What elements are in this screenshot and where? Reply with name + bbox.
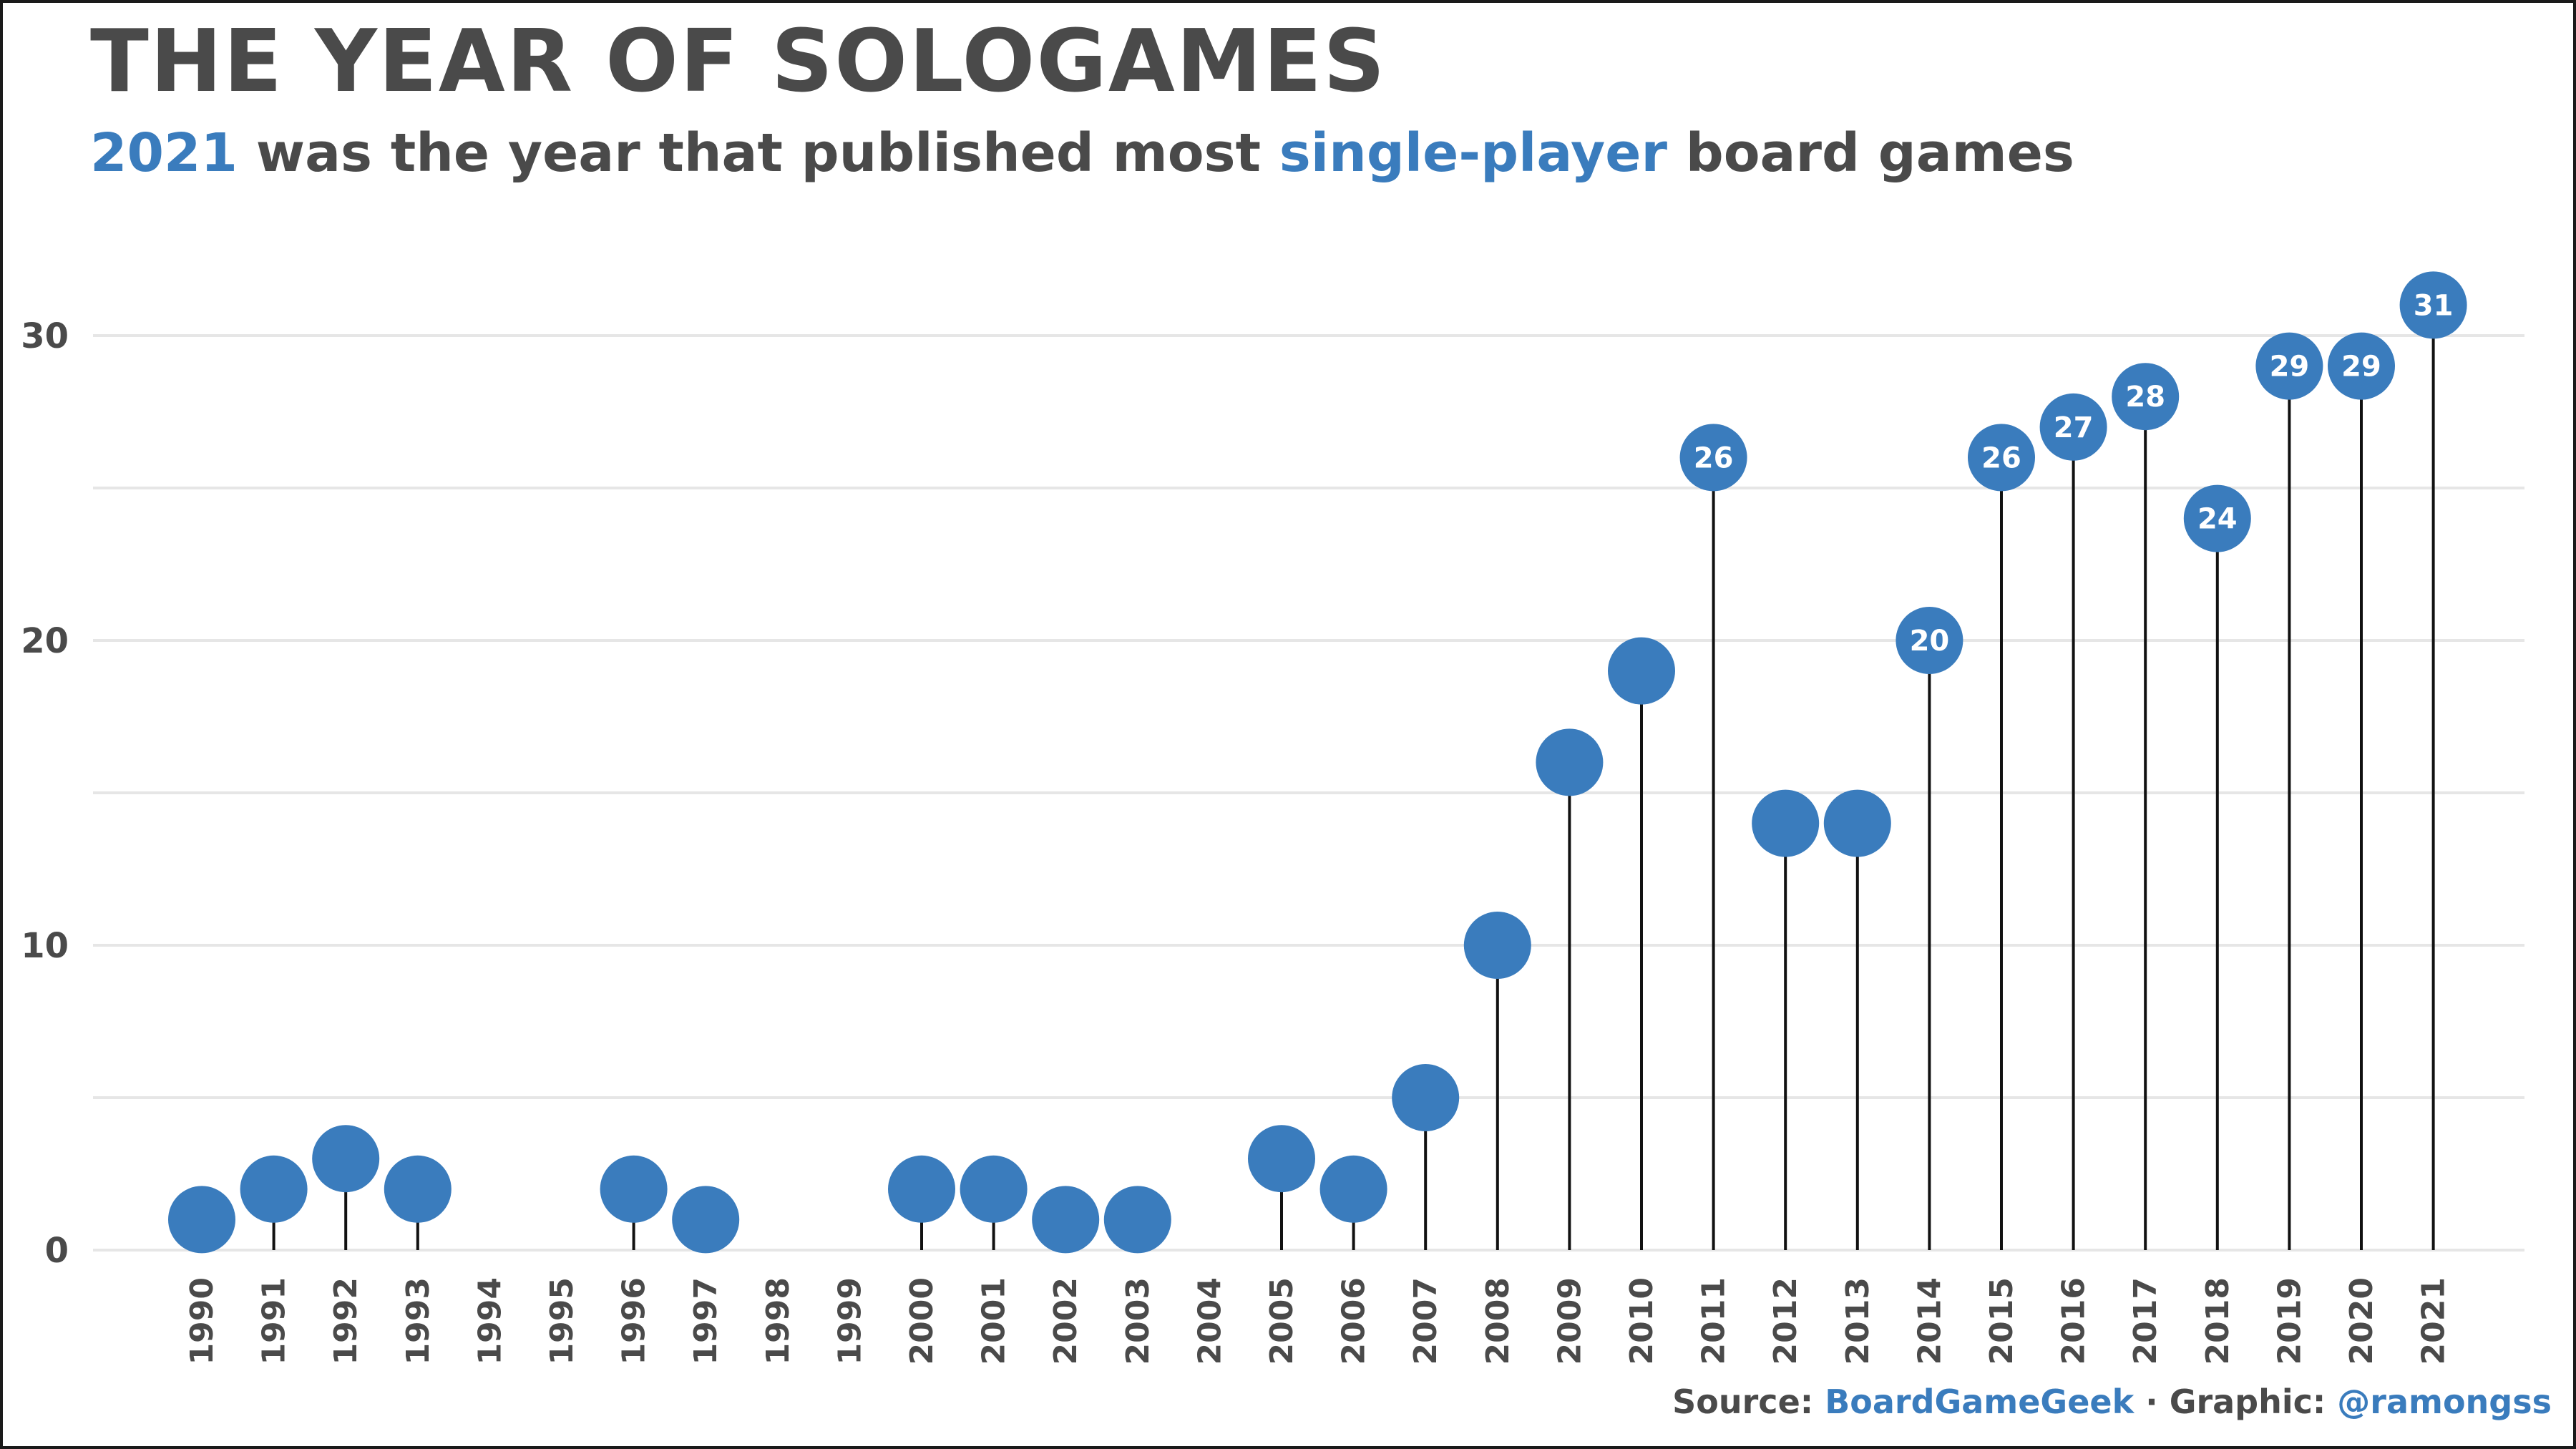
x-tick-label: 2019 xyxy=(2271,1277,2308,1365)
y-tick-labels: 0 10 20 30 xyxy=(21,316,69,1271)
source-handle: @ramongss xyxy=(2337,1382,2552,1421)
y-tick-label: 10 xyxy=(21,926,69,966)
lollipop-point xyxy=(1823,789,1891,857)
source-separator: · Graphic: xyxy=(2134,1382,2338,1421)
lollipop-point xyxy=(1032,1186,1100,1254)
lollipop-point xyxy=(1679,424,1747,492)
lollipop-point xyxy=(2399,271,2467,339)
x-tick-label: 2014 xyxy=(1911,1277,1948,1365)
x-tick-label: 2016 xyxy=(2056,1277,2092,1365)
data-label: 27 xyxy=(2054,411,2094,444)
stem-layer xyxy=(200,305,2435,1250)
point-layer: 26 20 26 27 28 24 29 29 31 xyxy=(168,271,2467,1254)
x-tick-label: 2000 xyxy=(904,1277,940,1365)
lollipop-point xyxy=(1392,1064,1460,1131)
lollipop-point xyxy=(1608,637,1675,705)
lollipop-point xyxy=(384,1155,452,1223)
data-label: 26 xyxy=(1694,441,1734,474)
x-tick-label: 1991 xyxy=(256,1277,293,1365)
x-tick-label: 2015 xyxy=(1984,1277,2020,1365)
x-tick-label: 1999 xyxy=(831,1277,868,1365)
x-tick-label: 2013 xyxy=(1840,1277,1876,1365)
x-tick-label: 2009 xyxy=(1551,1277,1588,1365)
lollipop-point xyxy=(240,1155,308,1223)
x-tick-label: 1990 xyxy=(184,1277,220,1365)
subtitle-highlight-term: single-player xyxy=(1279,122,1667,184)
x-tick-label: 1994 xyxy=(472,1277,508,1365)
lollipop-point xyxy=(312,1125,380,1193)
lollipop-point xyxy=(600,1155,668,1223)
x-tick-label: 1992 xyxy=(328,1277,364,1365)
lollipop-point xyxy=(1463,912,1531,979)
y-tick-label: 30 xyxy=(21,316,69,356)
data-label: 20 xyxy=(1910,625,1950,658)
x-tick-label: 2020 xyxy=(2343,1277,2380,1365)
chart-subtitle: 2021 was the year that published most si… xyxy=(90,120,2074,187)
subtitle-highlight-year: 2021 xyxy=(90,122,238,184)
x-tick-label: 2011 xyxy=(1696,1277,1732,1365)
chart-title: THE YEAR OF SOLOGAMES xyxy=(90,12,1387,112)
source-label: Source: xyxy=(1672,1382,1825,1421)
lollipop-point xyxy=(1103,1186,1171,1254)
x-tick-label: 1996 xyxy=(616,1277,653,1365)
x-tick-label: 2017 xyxy=(2127,1277,2164,1365)
data-label: 28 xyxy=(2125,381,2165,414)
data-label: 29 xyxy=(2341,351,2381,384)
x-tick-label: 2004 xyxy=(1191,1277,1228,1365)
x-tick-label: 2005 xyxy=(1264,1277,1300,1365)
lollipop-point xyxy=(2328,332,2395,400)
lollipop-point xyxy=(2039,393,2107,461)
lollipop-point xyxy=(1968,424,2035,492)
x-tick-labels: 1990 1991 1992 1993 1994 1995 1996 1997 1998 1999… xyxy=(184,1277,2452,1365)
lollipop-point xyxy=(1536,728,1604,796)
x-tick-label: 2002 xyxy=(1048,1277,1084,1365)
grid-layer xyxy=(93,334,2524,1252)
lollipop-point xyxy=(2183,484,2251,552)
x-tick-label: 1997 xyxy=(688,1277,724,1365)
x-tick-label: 1995 xyxy=(544,1277,580,1365)
lollipop-point xyxy=(1319,1155,1387,1223)
data-label: 24 xyxy=(2197,503,2238,536)
x-tick-label: 1993 xyxy=(400,1277,436,1365)
lollipop-point xyxy=(960,1155,1028,1223)
lollipop-point xyxy=(1752,789,1820,857)
subtitle-text-2: board games xyxy=(1667,122,2074,184)
x-tick-label: 1998 xyxy=(760,1277,796,1365)
lollipop-point xyxy=(1248,1125,1315,1193)
lollipop-point xyxy=(168,1186,235,1254)
y-tick-label: 20 xyxy=(21,621,69,661)
x-tick-label: 2001 xyxy=(976,1277,1013,1365)
lollipop-point xyxy=(1896,607,1963,674)
source-credit: Source: BoardGameGeek · Graphic: @ramong… xyxy=(1672,1382,2552,1421)
subtitle-text-1: was the year that published most xyxy=(237,122,1279,184)
x-tick-label: 2007 xyxy=(1407,1277,1444,1365)
x-tick-label: 2006 xyxy=(1336,1277,1372,1365)
lollipop-point xyxy=(2255,332,2323,400)
x-tick-label: 2018 xyxy=(2200,1277,2236,1365)
data-label: 31 xyxy=(2414,289,2454,322)
data-label: 26 xyxy=(1981,441,2021,474)
x-tick-label: 2010 xyxy=(1624,1277,1660,1365)
data-label: 29 xyxy=(2270,351,2310,384)
source-name: BoardGameGeek xyxy=(1825,1382,2135,1421)
x-tick-label: 2021 xyxy=(2416,1277,2452,1365)
x-tick-label: 2008 xyxy=(1480,1277,1516,1365)
lollipop-point xyxy=(888,1155,955,1223)
x-tick-label: 2012 xyxy=(1767,1277,1804,1365)
y-tick-label: 0 xyxy=(45,1231,69,1271)
lollipop-point xyxy=(2112,363,2180,431)
x-tick-label: 2003 xyxy=(1120,1277,1156,1365)
lollipop-point xyxy=(672,1186,740,1254)
